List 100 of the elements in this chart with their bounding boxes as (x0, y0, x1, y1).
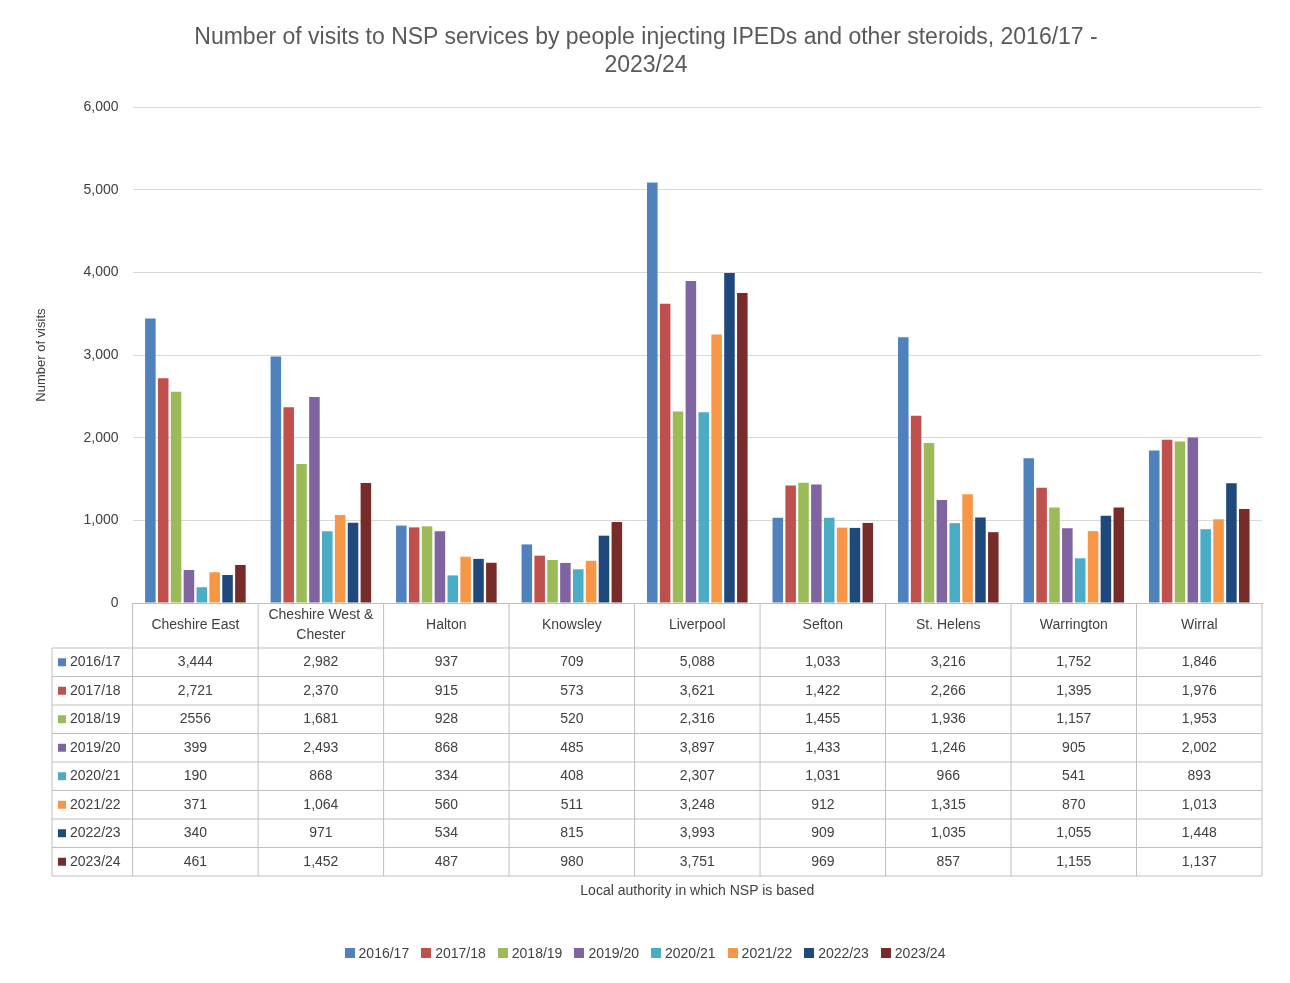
data-label: 1,155 (1056, 852, 1092, 869)
bar (1200, 529, 1211, 603)
data-label: 3,897 (679, 738, 716, 755)
data-label: 1,953 (1181, 710, 1217, 727)
data-label: 190 (183, 767, 208, 784)
bar (145, 318, 156, 603)
bar (1036, 487, 1047, 603)
data-label: 520 (560, 710, 584, 727)
text: 2021/22 (741, 945, 793, 961)
data-label: 340 (183, 824, 208, 841)
text: 2019/20 (588, 945, 639, 961)
bar (1226, 483, 1237, 603)
data-label: 937 (434, 653, 459, 670)
data-label: 534 (434, 824, 459, 841)
bar (283, 407, 294, 603)
data-label: 1,752 (1056, 653, 1092, 670)
legend-label: 2023/24 (70, 852, 121, 869)
bar (183, 570, 195, 603)
bar (598, 535, 610, 603)
data-label: 1,031 (805, 767, 841, 784)
bar (1062, 528, 1073, 603)
bar (334, 515, 346, 603)
data-label: 2,266 (930, 681, 967, 698)
bar (1100, 515, 1112, 603)
data-label: 3,216 (930, 653, 967, 670)
bar (975, 517, 986, 603)
data-label: 2,370 (303, 681, 339, 698)
bar (408, 527, 420, 603)
bar (235, 564, 246, 603)
data-label: 1,448 (1181, 824, 1217, 841)
data-label: 1,846 (1181, 653, 1217, 670)
bar (898, 337, 909, 603)
data-label: 905 (1062, 738, 1086, 755)
bar (849, 527, 861, 603)
data-label: 971 (309, 824, 333, 841)
y-tick-label: 2,000 (83, 428, 119, 445)
legend-label: 2017/18 (70, 681, 121, 698)
data-label: 966 (936, 767, 961, 784)
y-tick-label: 1,000 (83, 511, 119, 528)
bar (988, 532, 999, 603)
data-label: 893 (1187, 767, 1212, 784)
text: 2018/19 (511, 945, 563, 961)
bar (1087, 531, 1099, 603)
data-label: 2,002 (1181, 738, 1217, 755)
data-label: 868 (309, 767, 333, 784)
text: 2023/24 (894, 945, 946, 961)
bar (836, 527, 848, 603)
data-label: 1,976 (1181, 681, 1217, 698)
bar (322, 531, 333, 603)
data-label: 2,493 (303, 738, 339, 755)
data-label: 2,307 (679, 767, 716, 784)
data-label: 1,395 (1056, 681, 1092, 698)
y-axis-title: Number of visits (33, 308, 49, 402)
data-label: 1,433 (805, 738, 841, 755)
bar (157, 378, 169, 603)
legend-label: 2022/23 (70, 824, 121, 841)
bar (823, 517, 835, 603)
bar (170, 391, 182, 603)
data-label: 1,422 (805, 681, 841, 698)
bar (1174, 441, 1186, 603)
data-label: 485 (560, 738, 584, 755)
data-label: 1,033 (805, 653, 841, 670)
x-tick-label: Warrington (1039, 616, 1108, 633)
bar (1074, 558, 1086, 603)
bar (1049, 507, 1060, 603)
data-label: 1,157 (1056, 710, 1092, 727)
bar (1148, 450, 1160, 603)
data-label: 3,621 (679, 681, 716, 698)
x-tick-label: Cheshire West & Chester (268, 606, 374, 643)
text: Local authority in which NSP is based (580, 881, 815, 898)
text: 2020/21 (665, 945, 716, 961)
bar (949, 523, 960, 603)
bar (309, 397, 320, 603)
y-tick-label: 4,000 (83, 263, 119, 280)
data-label: 1,315 (930, 795, 967, 812)
data-label: 2,982 (303, 653, 339, 670)
data-label: 1,681 (303, 710, 339, 727)
bar (460, 556, 471, 603)
data-label: 573 (560, 681, 584, 698)
bar (923, 443, 935, 603)
bar (360, 483, 372, 603)
x-tick-label: Liverpool (668, 616, 726, 633)
data-label: 371 (183, 795, 208, 812)
bar (910, 415, 922, 603)
bar (572, 569, 584, 603)
bar (962, 494, 973, 603)
data-label: 1,137 (1181, 852, 1217, 869)
data-label: 868 (434, 738, 459, 755)
bar (698, 412, 710, 603)
data-label: 969 (811, 852, 835, 869)
data-label: 2,721 (177, 681, 214, 698)
bar (611, 522, 623, 603)
legend-label: 2018/19 (70, 710, 121, 727)
data-label: 399 (183, 738, 208, 755)
bar (711, 334, 722, 603)
bar (1187, 437, 1199, 603)
data-label: 461 (183, 852, 208, 869)
text: 2017/18 (435, 945, 486, 961)
legend-label: 2021/22 (70, 795, 121, 812)
data-label: 334 (434, 767, 459, 784)
